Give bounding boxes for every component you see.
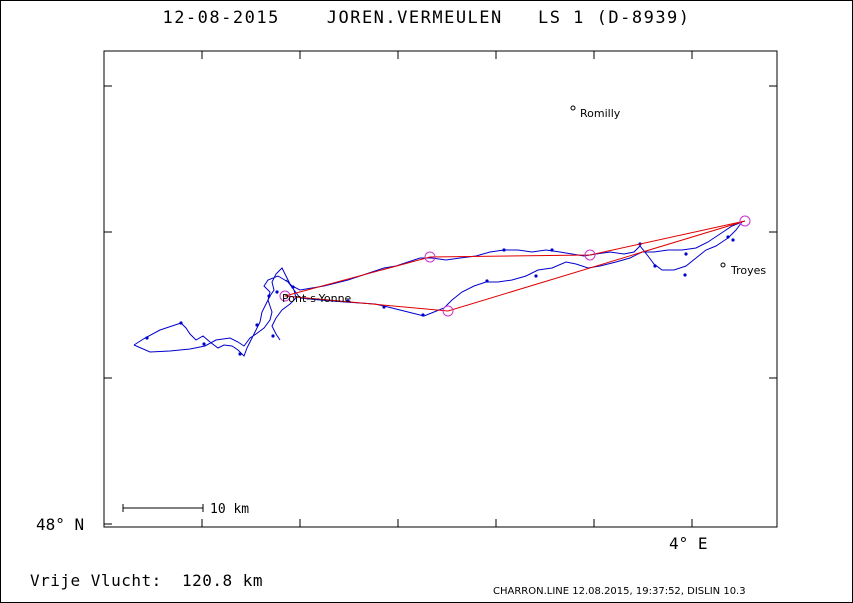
latitude-label: 48° N <box>36 515 85 534</box>
free-flight-distance: Vrije Vlucht: 120.8 km <box>30 571 264 590</box>
town-label-pont-s-yonne: Pont-s-Yonne <box>282 292 352 305</box>
task-leg-north <box>284 220 746 297</box>
longitude-label: 4° E <box>669 534 708 553</box>
scale-bar-label: 10 km <box>210 502 249 517</box>
town-marker-romilly <box>570 105 576 111</box>
turnpoint-marker <box>424 251 436 263</box>
town-label-romilly: Romilly <box>580 107 621 120</box>
turnpoint-marker <box>442 305 454 317</box>
town-marker-troyes <box>720 262 726 268</box>
task-lines <box>284 220 746 312</box>
task-leg-south <box>284 220 746 312</box>
town-label-troyes: Troyes <box>730 264 766 277</box>
map-frame <box>103 50 778 528</box>
flight-title: 12-08-2015 JOREN.VERMEULEN LS 1 (D-8939) <box>162 8 691 28</box>
turnpoint-marker <box>279 290 291 302</box>
turnpoint-marker <box>584 249 596 261</box>
footer-credit: CHARRON.LINE 12.08.2015, 19:37:52, DISLI… <box>493 586 746 597</box>
turnpoints <box>279 215 751 317</box>
turnpoint-marker <box>739 215 751 227</box>
